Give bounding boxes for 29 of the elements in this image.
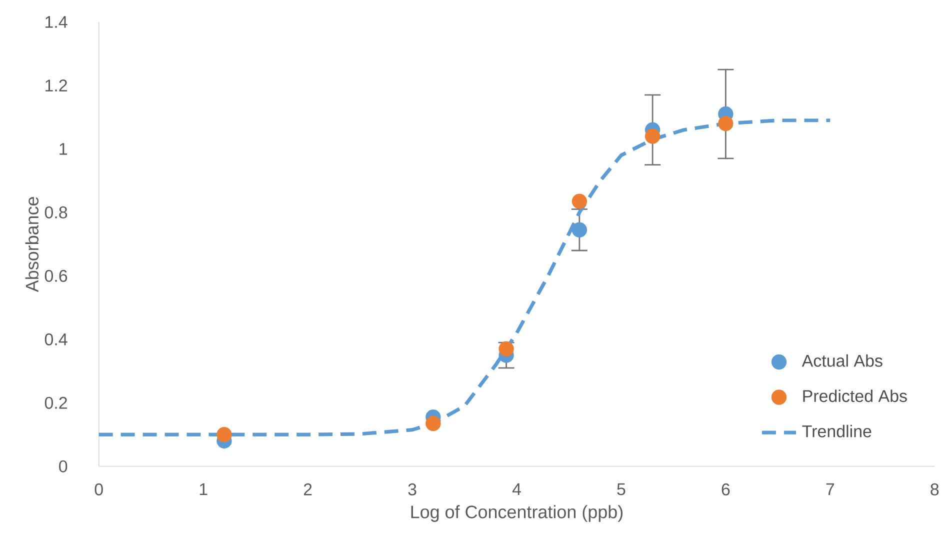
x-tick-label: 8 bbox=[930, 483, 939, 496]
legend-label: Trendline bbox=[802, 424, 872, 438]
y-tick-label: 0.6 bbox=[44, 270, 68, 282]
y-tick-label: 0.2 bbox=[44, 396, 67, 409]
x-tick-label: 3 bbox=[408, 483, 416, 496]
x-axis-title: Log of Concentration (ppb) bbox=[411, 505, 623, 522]
x-tick-label: 4 bbox=[512, 483, 521, 495]
legend-label: Predicted Abs bbox=[803, 390, 907, 402]
point bbox=[498, 341, 514, 356]
y-axis-title: Absorbance bbox=[25, 196, 39, 292]
y-tick-label: 1 bbox=[60, 142, 68, 155]
x-tick-label: 2 bbox=[304, 483, 312, 496]
x-tick-label: 0 bbox=[94, 483, 103, 496]
x-tick-label: 7 bbox=[826, 483, 834, 495]
y-tick-label: 0.4 bbox=[44, 333, 68, 346]
legend-label: Actual Abs bbox=[802, 354, 882, 367]
y-tick-label: 0.8 bbox=[44, 206, 68, 218]
y-tick-label: 1.4 bbox=[46, 16, 68, 28]
y-tick-label: 0 bbox=[59, 460, 68, 472]
point bbox=[644, 128, 660, 144]
point bbox=[216, 426, 232, 442]
point bbox=[718, 116, 734, 132]
x-tick-label: 1 bbox=[200, 483, 208, 495]
point bbox=[572, 222, 588, 238]
y-tick-label: 1.2 bbox=[46, 79, 67, 92]
point bbox=[572, 194, 588, 209]
x-tick-label: 6 bbox=[722, 483, 730, 496]
x-tick-label: 5 bbox=[617, 483, 626, 496]
point bbox=[426, 416, 441, 431]
